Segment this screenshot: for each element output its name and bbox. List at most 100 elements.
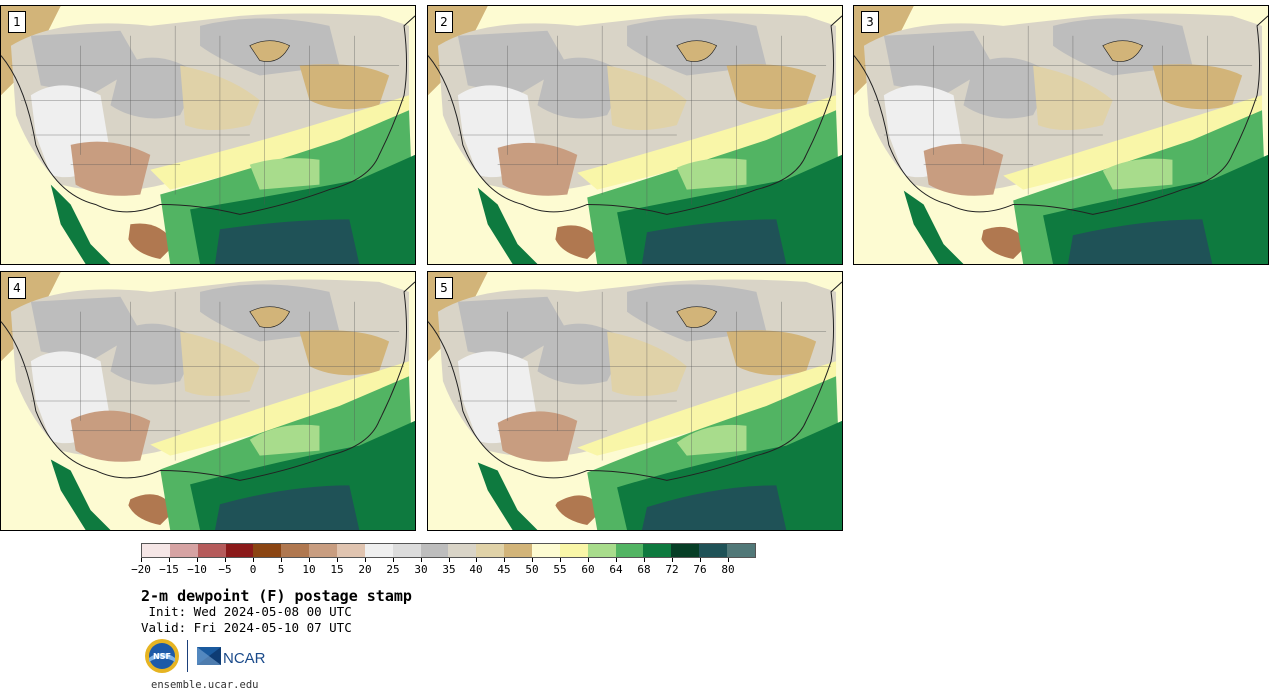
chart-title: 2-m dewpoint (F) postage stamp [141,587,412,605]
colorbar-tick [644,558,645,562]
moderate-moist-patch [249,158,320,190]
gulf-high-moisture [641,485,787,530]
colorbar-tick-label: 76 [693,563,707,576]
colorbar [141,543,756,558]
humid-boundary [150,95,410,190]
mexico-coast-moisture [477,462,538,530]
colorbar-swatch [337,544,365,557]
moist-east [726,330,817,376]
member-label: 3 [861,11,879,33]
colorbar-tick [728,558,729,562]
colorbar-tick [700,558,701,562]
dry-region-west [30,296,141,362]
mexico-dry-brown [128,223,176,260]
moist-east [299,330,390,376]
member-label: 1 [8,11,26,33]
dewpoint-map [1,272,415,530]
colorbar-tick [532,558,533,562]
coastline [428,281,842,481]
colorbar-tick [393,558,394,562]
southwest-dry-brown [497,411,578,462]
moist-east [299,64,390,110]
footer-url: ensemble.ucar.edu [151,679,259,691]
colorbar-swatch [142,544,170,557]
nsf-logo-text: NSF [153,652,171,661]
colorbar-swatch [225,544,254,557]
mexico-coast-moisture [903,190,964,264]
colorbar-tick [504,558,505,562]
humid-boundary [577,95,837,190]
colorbar-swatch [532,544,560,557]
colorbar-tick-label: 45 [497,563,511,576]
colorbar-swatch [420,544,449,557]
dry-region-west [457,30,568,96]
logos: NSF NCAR [144,638,274,674]
colorbar-tick [337,558,338,562]
coastline [428,15,842,215]
colorbar-tick [197,558,198,562]
moist-east [726,64,817,110]
great-lakes [1102,40,1144,62]
colorbar-swatch [615,544,644,557]
member-label: 5 [435,277,453,299]
humid-boundary [1003,95,1263,190]
colorbar-swatch [643,544,672,557]
colorbar-tick [449,558,450,562]
map-panel-member-1: 1 [0,5,416,265]
great-lakes [676,40,718,62]
colorbar-swatch [309,544,338,557]
colorbar-swatch [364,544,393,557]
dry-region-plains [963,57,1054,119]
colorbar-swatch [504,544,533,557]
great-lakes [249,40,291,62]
dewpoint-map [428,272,842,530]
colorbar-swatch [169,544,198,557]
map-panel-member-4: 4 [0,271,416,531]
member-label: 2 [435,11,453,33]
colorbar-swatch [699,544,728,557]
colorbar-swatch [727,544,755,557]
colorbar-tick-label: 60 [581,563,595,576]
colorbar-tick-label: 35 [442,563,456,576]
southwest-dry-brown [923,143,1004,196]
gulf-high-moisture [641,219,787,264]
colorbar-ticks: −20 −15 −10 −5 0 5 10 15 20 25 30 35 40 45 50 55 60 64 68 7… [131,558,756,578]
colorbar-tick-label: 0 [249,563,257,576]
moderate-moist-patch [676,158,747,190]
init-time: Init: Wed 2024-05-08 00 UTC [141,604,352,619]
ncar-logo-icon: NCAR [197,647,266,667]
colorbar-tick-label: 25 [386,563,400,576]
gulf-high-moisture [214,219,360,264]
moderate-moist-patch [1102,158,1173,190]
colorbar-tick [225,558,226,562]
colorbar-tick-label: 15 [330,563,344,576]
gulf-high-moisture [1067,219,1213,264]
moist-east [1152,64,1243,110]
colorbar-swatch [448,544,477,557]
dry-region-west [883,30,994,96]
colorbar-swatch [253,544,282,557]
moderate-moist-patch [676,424,747,456]
colorbar-tick-label: 68 [637,563,651,576]
colorbar-tick [560,558,561,562]
colorbar-tick-label: 10 [302,563,316,576]
dry-region-plains [110,57,201,119]
colorbar-tick [588,558,589,562]
mexico-dry-brown [555,225,603,260]
mexico-coast-moisture [50,184,111,264]
colorbar-tick [141,558,142,562]
colorbar-tick [476,558,477,562]
mexico-dry-brown [128,494,176,526]
colorbar-swatch [559,544,588,557]
dry-region-west [30,30,141,96]
southwest-dry-brown [70,141,151,196]
valid-time: Valid: Fri 2024-05-10 07 UTC [141,620,352,635]
map-panel-member-2: 2 [427,5,843,265]
colorbar-tick [421,558,422,562]
dry-region-plains [537,57,628,119]
colorbar-swatch [197,544,226,557]
colorbar-tick [169,558,170,562]
colorbar-tick [281,558,282,562]
humid-boundary [150,361,410,456]
colorbar-swatch [281,544,310,557]
